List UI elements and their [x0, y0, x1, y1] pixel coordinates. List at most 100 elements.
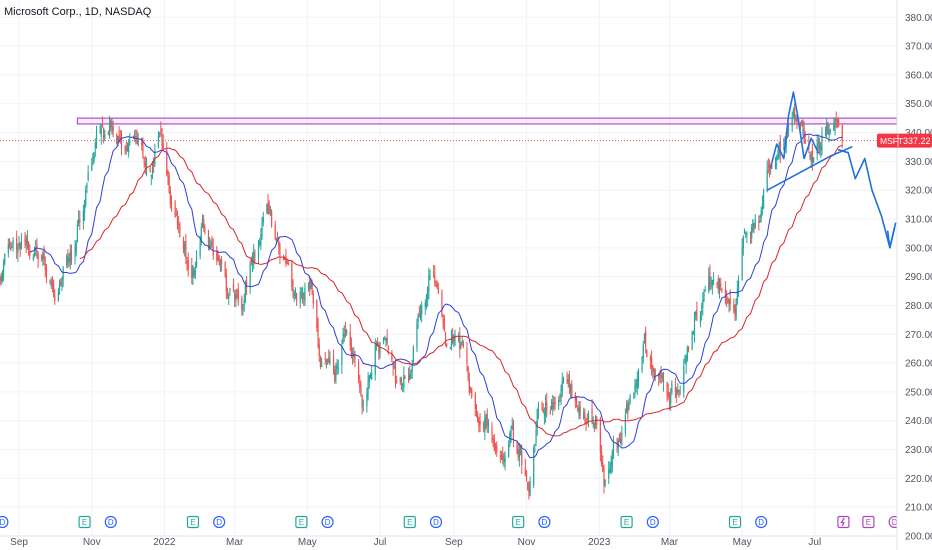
candle-body — [292, 287, 294, 293]
candle-body — [396, 380, 398, 382]
event-marker-E[interactable]: E — [403, 515, 416, 529]
event-marker-E[interactable]: E — [728, 515, 742, 529]
candle-body — [167, 170, 169, 177]
candle-body — [209, 244, 211, 249]
candle-body — [207, 230, 210, 247]
candle-body — [804, 139, 806, 143]
candle-body — [566, 380, 568, 382]
candle-body — [160, 130, 162, 132]
y-tick-label: 250.00 — [905, 387, 932, 398]
event-marker-S[interactable] — [837, 515, 850, 529]
candle-body — [710, 283, 712, 285]
x-tick-label: Sep — [10, 537, 28, 548]
candle-body — [435, 282, 437, 284]
candle-body — [746, 232, 748, 236]
candle-body — [226, 290, 229, 297]
candle-body — [269, 213, 272, 215]
candle-body — [774, 161, 777, 169]
candle-body — [578, 408, 580, 415]
event-marker-D[interactable]: D — [755, 515, 768, 529]
candle-body — [103, 127, 105, 139]
candle-body — [74, 249, 76, 257]
neckline-drawing[interactable] — [766, 146, 853, 191]
candle-body — [487, 423, 490, 427]
candle-body — [416, 323, 418, 349]
candle-body — [446, 344, 448, 346]
candle-body — [718, 282, 721, 290]
candle-body — [304, 287, 306, 301]
candle-body — [418, 313, 420, 316]
event-marker-E[interactable]: E — [620, 515, 633, 529]
svg-text:D: D — [216, 518, 222, 527]
candle-body — [76, 224, 79, 242]
price-axis[interactable] — [897, 0, 932, 550]
candle-body — [266, 203, 268, 213]
candle-body — [260, 233, 262, 246]
y-tick-label: 340.00 — [905, 128, 932, 139]
candle-body — [83, 201, 86, 213]
candle-body — [36, 244, 38, 255]
x-tick-label: May — [298, 537, 317, 548]
event-marker-E[interactable]: E — [512, 515, 525, 529]
candle-body — [254, 254, 256, 256]
candle-body — [499, 455, 501, 457]
candle-body — [783, 147, 785, 150]
event-marker-E[interactable]: E — [295, 515, 308, 529]
event-marker-D[interactable]: D — [0, 515, 9, 529]
candle-body — [568, 378, 571, 388]
candle-body — [704, 290, 706, 292]
x-tick-label: Sep — [445, 537, 463, 548]
candle-body — [500, 456, 503, 459]
event-marker-E[interactable]: E — [186, 515, 200, 529]
candle-body — [802, 124, 804, 128]
candle-body — [169, 190, 171, 205]
event-marker-E[interactable]: E — [78, 515, 91, 529]
event-marker-D[interactable]: D — [538, 515, 551, 529]
candle-body — [762, 190, 765, 208]
resistance-band-rect[interactable] — [76, 117, 898, 125]
candle-body — [27, 241, 30, 249]
candle-body — [524, 467, 526, 476]
candle-body — [579, 406, 581, 416]
svg-text:D: D — [325, 518, 331, 527]
candle-body — [721, 288, 723, 292]
candle-body — [653, 370, 655, 372]
event-marker-D[interactable]: D — [321, 515, 334, 529]
candle-body — [149, 167, 151, 173]
candle-body — [286, 261, 288, 265]
event-marker-E[interactable]: E — [862, 515, 875, 529]
event-marker-D[interactable]: D — [104, 515, 117, 529]
candle-body — [818, 142, 821, 150]
candle-body — [504, 456, 506, 463]
event-marker-D[interactable]: D — [429, 515, 443, 529]
head-and-shoulders-drawing[interactable] — [769, 91, 820, 168]
candle-body — [217, 257, 219, 260]
candle-body — [150, 175, 152, 177]
candle-body — [512, 422, 515, 440]
candle-body — [19, 242, 21, 249]
event-marker-D[interactable]: D — [646, 515, 659, 529]
candle-body — [486, 413, 488, 426]
candle-body — [712, 280, 715, 282]
candle-body — [542, 408, 544, 413]
candle-body — [116, 134, 118, 144]
candle-body — [57, 292, 59, 301]
candle-body — [436, 283, 438, 289]
candle-body — [268, 203, 270, 214]
candle-body — [42, 253, 44, 259]
candle-body — [377, 343, 379, 346]
candle-body — [124, 147, 126, 152]
candle-body — [257, 246, 260, 256]
last-price-value: 337.22 — [903, 136, 931, 146]
event-marker-D[interactable]: D — [213, 515, 226, 529]
candle-body — [391, 352, 393, 361]
candle-body — [166, 150, 168, 175]
candle-body — [801, 120, 803, 125]
candle-body — [654, 369, 656, 377]
candle-body — [411, 365, 413, 372]
candle-body — [668, 400, 671, 402]
candle-body — [661, 374, 663, 379]
candle-body — [610, 462, 612, 472]
